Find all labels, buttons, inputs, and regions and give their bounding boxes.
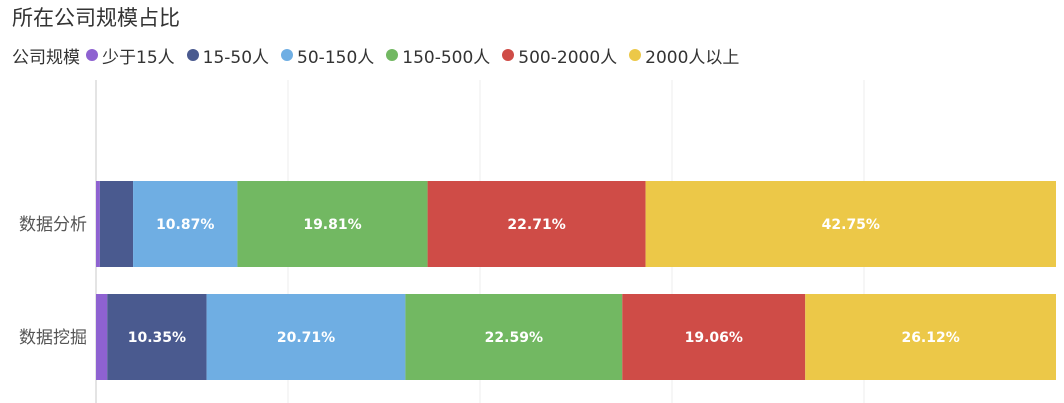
legend: 公司规模 少于15人 15-50人 50-150人 150-500人 500-2000人… <box>12 40 751 70</box>
legend-item-1[interactable]: 15-50人 <box>186 43 270 68</box>
legend-title: 公司规模 <box>12 47 80 68</box>
bar-segment[interactable] <box>133 181 238 267</box>
legend-item-0[interactable]: 少于15人 <box>86 43 175 68</box>
legend-label: 少于15人 <box>102 47 175 68</box>
category-label: 数据分析 <box>19 215 87 235</box>
legend-item-5[interactable]: 2000人以上 <box>629 43 739 68</box>
legend-swatch <box>281 49 294 61</box>
legend-label: 500-2000人 <box>518 47 618 68</box>
legend-label: 50-150人 <box>297 47 375 68</box>
legend-swatch <box>86 49 98 61</box>
bar-segment[interactable] <box>107 294 207 380</box>
bar-segment[interactable] <box>427 181 646 267</box>
bar-segment[interactable] <box>237 181 428 267</box>
legend-swatch <box>386 49 399 61</box>
data-label: 19.81% <box>303 217 361 233</box>
legend-item-4[interactable]: 500-2000人 <box>502 43 617 68</box>
bar-segment[interactable] <box>805 294 1056 380</box>
category-label: 数据挖掘 <box>19 328 87 348</box>
legend-item-3[interactable]: 150-500人 <box>386 43 490 68</box>
bar-segment[interactable] <box>645 181 1056 267</box>
bar-segment[interactable] <box>405 294 623 380</box>
legend-label: 15-50人 <box>202 47 270 68</box>
legend-label: 150-500人 <box>402 47 491 68</box>
data-label: 10.87% <box>156 217 214 233</box>
chart-title: 所在公司规模占比 <box>12 6 180 30</box>
data-label: 22.71% <box>507 217 565 233</box>
legend-swatch <box>186 49 199 61</box>
data-label: 42.75% <box>822 217 880 233</box>
bar-segment[interactable] <box>622 294 806 380</box>
legend-item-2[interactable]: 50-150人 <box>281 43 374 68</box>
bar-segment[interactable] <box>206 294 406 380</box>
bar-segment[interactable] <box>96 181 100 267</box>
legend-swatch <box>502 49 515 61</box>
legend-items: 少于15人 15-50人 50-150人 150-500人 500-2000人 2000人… <box>86 43 751 68</box>
data-label: 26.12% <box>901 330 959 346</box>
data-label: 19.06% <box>685 330 743 346</box>
data-label: 22.59% <box>485 330 543 346</box>
bar-segment[interactable] <box>99 181 134 267</box>
bar-segment[interactable] <box>96 294 108 380</box>
legend-label: 2000人以上 <box>645 47 740 68</box>
data-label: 20.71% <box>277 330 335 346</box>
data-label: 10.35% <box>128 330 186 346</box>
legend-swatch <box>629 49 642 61</box>
